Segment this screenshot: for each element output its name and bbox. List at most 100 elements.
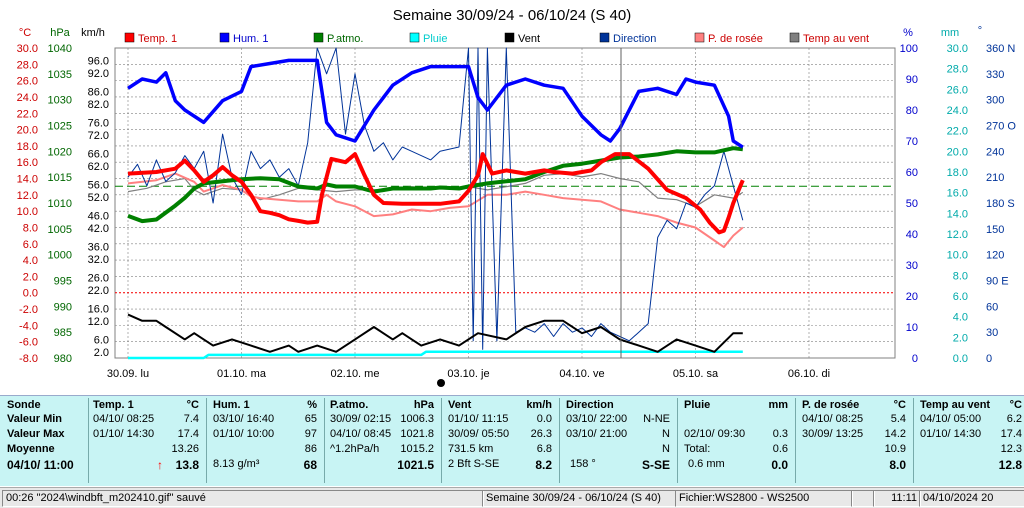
dir-tick-label: 0 (986, 353, 992, 365)
wind-tick-label: 92.0 (88, 68, 109, 80)
temp-tick-label: 4.0 (23, 255, 38, 267)
temp-unit: °C (186, 399, 199, 411)
series-line-p-de-ros-e (127, 172, 744, 249)
wind-tick-label: 6.0 (94, 334, 109, 346)
temp-tick-label: 30.0 (17, 43, 38, 55)
series-line-direction (127, 47, 744, 350)
press-tick-label: 1010 (48, 198, 72, 210)
dir-degrees: 158 ° (570, 458, 596, 470)
dew-unit: °C (893, 399, 906, 411)
rain-tick-label: 22.0 (947, 126, 968, 138)
press-unit-label: hPa (50, 27, 70, 39)
press-tick-label: 1040 (48, 43, 72, 55)
rain-tick-label: 16.0 (947, 188, 968, 200)
chill-max-time: 01/10/ 14:30 (920, 428, 982, 440)
rain-max-time: 02/10/ 09:30 (684, 428, 746, 440)
stats-section-direction: Direction 03/10/ 22:00 N-NE 03/10/ 21:00 N… (566, 399, 674, 483)
rain-tick-label: 10.0 (947, 250, 968, 262)
temp-tick-label: 12.0 (17, 190, 38, 202)
hum-tick-label: 50 (906, 198, 918, 210)
chill-min: 6.2 (1006, 413, 1022, 425)
status-time: 11:11 (873, 490, 921, 507)
hum-abs: 8.13 g/m³ (213, 458, 260, 470)
dir-tick-label: 150 (986, 224, 1004, 236)
status-empty (851, 490, 875, 507)
status-week: Semaine 30/09/24 - 06/10/24 (S 40) (482, 490, 676, 507)
temp-tick-label: 24.0 (17, 92, 38, 104)
hum-max: 97 (304, 428, 317, 440)
dir-tick-label: 120 (986, 250, 1004, 262)
series-line-vent (127, 313, 743, 353)
temp-tick-label: 28.0 (17, 59, 38, 71)
legend-swatch (409, 32, 420, 43)
chart-title: Semaine 30/09/24 - 06/10/24 (S 40) (393, 7, 632, 24)
temp-tick-label: 26.0 (17, 76, 38, 88)
dew-current: 8.0 (889, 458, 906, 472)
wind-current: 8.2 (535, 458, 552, 472)
temp-tick-label: -2.0 (19, 304, 38, 316)
hum-unit: % (307, 399, 317, 411)
stats-section-press: P.atmo. hPa 30/09/ 02:15 1006.3 04/10/ 08:… (330, 399, 438, 483)
stats-section-dewpoint: P. de rosée °C 04/10/ 08:25 5.4 30/09/ 13:… (802, 399, 910, 483)
day-label: 02.10. me (331, 368, 380, 380)
legend-label: Temp au vent (803, 33, 869, 45)
temp-current: 13.8 (175, 458, 199, 472)
rain-tick-label: 28.0 (947, 64, 968, 76)
dir-current: S-SE (641, 458, 670, 472)
temp-max: 17.4 (177, 428, 199, 440)
wind-tick-label: 82.0 (88, 99, 109, 111)
press-tick-label: 990 (54, 301, 72, 313)
hum-tick-label: 100 (900, 43, 918, 55)
hum-avg: 86 (304, 443, 317, 455)
hum-tick-label: 30 (906, 260, 918, 272)
hum-tick-label: 40 (906, 229, 918, 241)
row-label-max: Valeur Max (7, 428, 65, 440)
wind-tick-label: 12.0 (88, 316, 109, 328)
wind-tick-label: 42.0 (88, 223, 109, 235)
legend-label: P.atmo. (327, 33, 364, 45)
rain-tick-label: 26.0 (947, 84, 968, 96)
press-max-time: 04/10/ 08:45 (330, 428, 392, 440)
press-tick-label: 1025 (48, 121, 72, 133)
wind-unit-label: km/h (81, 27, 105, 39)
press-title: P.atmo. (330, 399, 369, 411)
legend-swatch (313, 32, 324, 43)
rain-tick-label: 18.0 (947, 167, 968, 179)
temp-tick-label: 6.0 (23, 239, 38, 251)
dir-min: N-NE (643, 413, 670, 425)
wind-avg: 6.8 (536, 443, 552, 455)
rain-tick-label: 24.0 (947, 105, 968, 117)
press-tick-label: 985 (54, 327, 72, 339)
press-min-time: 30/09/ 02:15 (330, 413, 392, 425)
axis-ticks: 30.0 28.0 26.0 24.0 22.0 20.0 18.0 16.0 14.0 12.0… (17, 43, 1017, 365)
wind-tick-label: 86.0 (88, 86, 109, 98)
dir-avg: N (662, 443, 670, 455)
dir-tick-label: 330 (986, 69, 1004, 81)
rain-max: 0.3 (772, 428, 788, 440)
press-tick-label: 1030 (48, 95, 72, 107)
chart-grid (115, 48, 895, 359)
hum-unit-label: % (903, 27, 913, 39)
dew-avg: 10.9 (884, 443, 906, 455)
temp-tick-label: 20.0 (17, 125, 38, 137)
sonde-title: Sonde (7, 399, 41, 411)
wind-tick-label: 96.0 (88, 55, 109, 67)
current-day-marker (437, 379, 445, 387)
legend-swatch (219, 32, 230, 43)
press-tick-label: 1005 (48, 224, 72, 236)
rain-current-mm: 0.6 mm (688, 458, 725, 470)
status-file: Fichier:WS2800 - WS2500 (675, 490, 853, 507)
hum-tick-label: 70 (906, 136, 918, 148)
legend-label: Vent (518, 33, 540, 45)
hum-tick-label: 60 (906, 167, 918, 179)
stats-section-windchill: Temp au vent °C 04/10/ 05:00 6.2 01/10/ 14… (920, 399, 1024, 483)
status-bar: 00:26 "2024\windbft_m202410.gif" sauvé S… (0, 487, 1024, 508)
legend-label: P. de rosée (708, 33, 763, 45)
stats-section-rain: Pluie mm 02/10/ 09:30 0.3 Total: 0.6 0.6 mm… (684, 399, 792, 483)
day-label: 04.10. ve (559, 368, 604, 380)
wind-tick-label: 66.0 (88, 148, 109, 160)
chill-min-time: 04/10/ 05:00 (920, 413, 982, 425)
dir-title: Direction (566, 399, 614, 411)
wind-tick-label: 26.0 (88, 272, 109, 284)
rain-total: 0.6 (772, 443, 788, 455)
